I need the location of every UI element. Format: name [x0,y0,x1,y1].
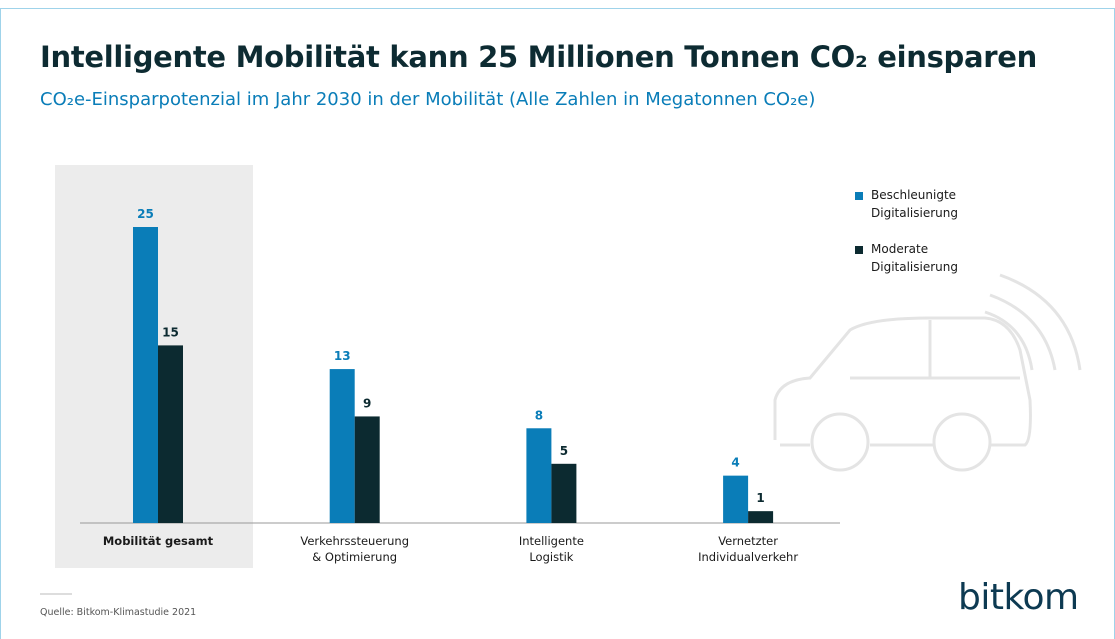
chart-title: Intelligente Mobilität kann 25 Millionen… [40,40,1037,74]
bar [158,345,183,523]
value-label: 1 [756,491,764,505]
value-label: 15 [162,325,179,339]
x-tick-label: Mobilität gesamt [68,533,248,549]
value-label: 25 [137,207,154,221]
bar [526,428,551,523]
legend-swatch [855,192,863,200]
value-label: 5 [560,444,568,458]
x-tick-label: Intelligente Logistik [461,533,641,565]
source: Quelle: Bitkom-Klimastudie 2021 [40,607,196,618]
bar [330,369,355,523]
logo: bitkom [958,577,1079,618]
bar [551,464,576,523]
value-label: 4 [731,456,739,470]
legend-swatch [855,246,863,254]
bar [723,476,748,523]
bar [748,511,773,523]
value-label: 9 [363,396,371,410]
x-tick-label: Vernetzter Individualverkehr [658,533,838,565]
x-tick-label: Verkehrssteuerung & Optimierung [265,533,445,565]
chart-subtitle: CO₂e-Einsparpotenzial im Jahr 2030 in de… [40,89,815,110]
value-label: 13 [334,349,351,363]
bar [355,416,380,523]
value-label: 8 [535,408,543,422]
legend-label: Moderate Digitalisierung [871,240,958,276]
car-illustration [775,275,1080,470]
page: {"chart_data": {"type": "bar", "title": … [0,0,1115,639]
bar [133,227,158,523]
legend-label: Beschleunigte Digitalisierung [871,186,958,222]
